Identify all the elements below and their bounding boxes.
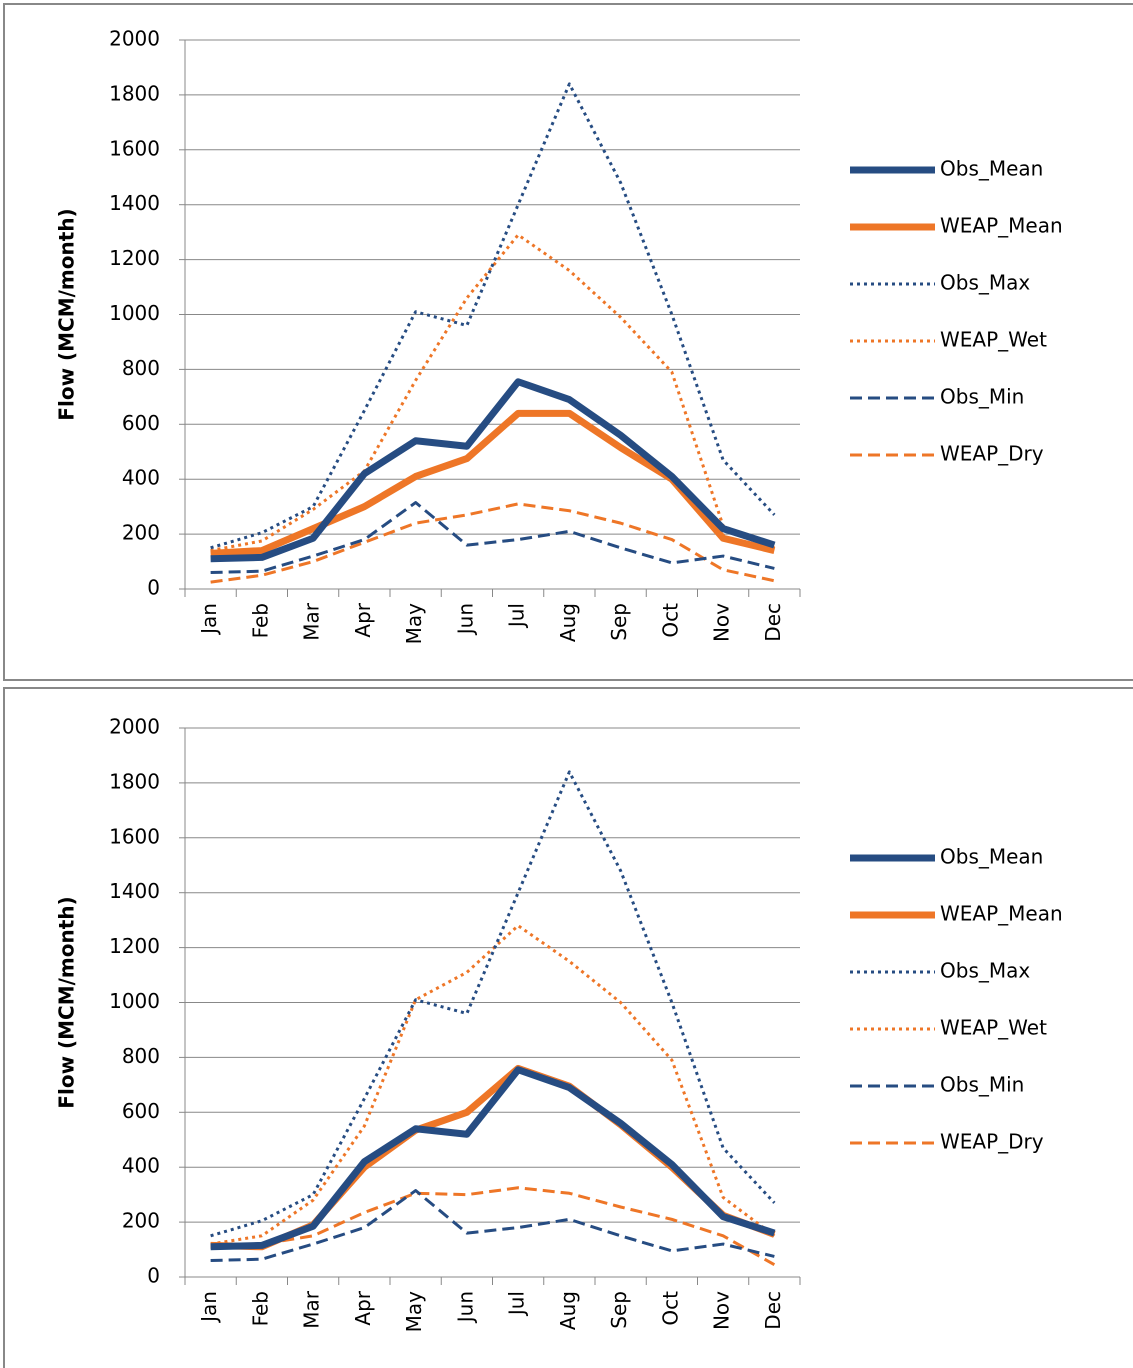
series-line [210,409,776,557]
legend-label: WEAP_Wet [940,328,1047,352]
x-tick-label: Mar [300,1290,324,1329]
y-tick-label: 0 [147,1264,160,1288]
series-line [210,378,776,563]
series-line [210,1066,776,1251]
y-tick-label: 2000 [109,27,160,51]
y-tick-label: 600 [122,1099,160,1123]
x-tick-label: May [402,603,426,645]
legend-label: Obs_Min [940,385,1024,409]
y-tick-label: 1200 [109,934,160,958]
x-tick-label: Nov [710,1291,734,1330]
x-tick-label: Sep [607,603,631,641]
y-tick-label: 400 [122,1154,160,1178]
legend-label: Obs_Min [940,1073,1024,1097]
x-tick-label: Dec [761,1291,785,1330]
y-tick-label: 1400 [109,191,160,215]
legend-label: Obs_Mean [940,845,1043,869]
x-tick-label: Jul [505,1291,529,1317]
x-tick-label: May [402,1291,426,1333]
x-tick-label: Apr [351,1290,375,1325]
y-tick-label: 1800 [109,769,160,793]
x-tick-label: Sep [607,1291,631,1329]
series-line [210,924,776,1246]
y-axis-label: Flow (MCM/month) [55,896,79,1108]
y-tick-label: 1000 [109,989,160,1013]
series-line [210,502,775,584]
x-tick-label: Jul [505,603,529,629]
y-tick-label: 1600 [109,824,160,848]
x-tick-label: Feb [248,603,272,638]
y-tick-label: 1000 [109,301,160,325]
y-tick-label: 1600 [109,136,160,160]
legend-label: Obs_Max [940,959,1030,983]
y-tick-label: 1400 [109,879,160,903]
y-tick-label: 0 [147,576,160,600]
legend-label: WEAP_Mean [940,902,1063,926]
x-tick-label: Oct [658,603,682,638]
legend-label: WEAP_Dry [940,1130,1044,1154]
x-tick-label: Nov [710,603,734,642]
y-tick-label: 800 [122,1044,160,1068]
series-line [210,770,776,1238]
y-tick-label: 2000 [109,715,160,739]
x-tick-label: Aug [556,1291,580,1330]
panel-border [3,687,1133,1368]
x-tick-label: Dec [761,603,785,642]
legend-label: WEAP_Wet [940,1016,1047,1040]
series-line [210,1064,776,1251]
series-line [210,501,775,575]
y-tick-label: 200 [122,1209,160,1233]
y-axis-label: Flow (MCM/month) [55,208,79,420]
x-tick-label: Jan [197,603,221,636]
series-line [210,1189,775,1263]
y-tick-label: 800 [122,356,160,380]
legend-label: Obs_Max [940,271,1030,295]
legend-label: WEAP_Mean [940,214,1063,238]
series-line [210,1186,776,1266]
x-tick-label: Jan [197,1291,221,1324]
y-tick-label: 1800 [109,81,160,105]
series-line [210,82,776,550]
legend-label: Obs_Mean [940,157,1043,181]
legend-label: WEAP_Dry [940,442,1044,466]
x-tick-label: Jun [453,1291,477,1324]
x-tick-label: Aug [556,603,580,642]
x-tick-label: Oct [658,1291,682,1326]
x-tick-label: Feb [248,1291,272,1326]
y-tick-label: 400 [122,466,160,490]
x-tick-label: Mar [300,602,324,641]
x-tick-label: Jun [453,603,477,636]
y-tick-label: 600 [122,411,160,435]
panel-border [3,3,1133,681]
y-tick-label: 1200 [109,246,160,270]
x-tick-label: Apr [351,602,375,637]
y-tick-label: 200 [122,521,160,545]
